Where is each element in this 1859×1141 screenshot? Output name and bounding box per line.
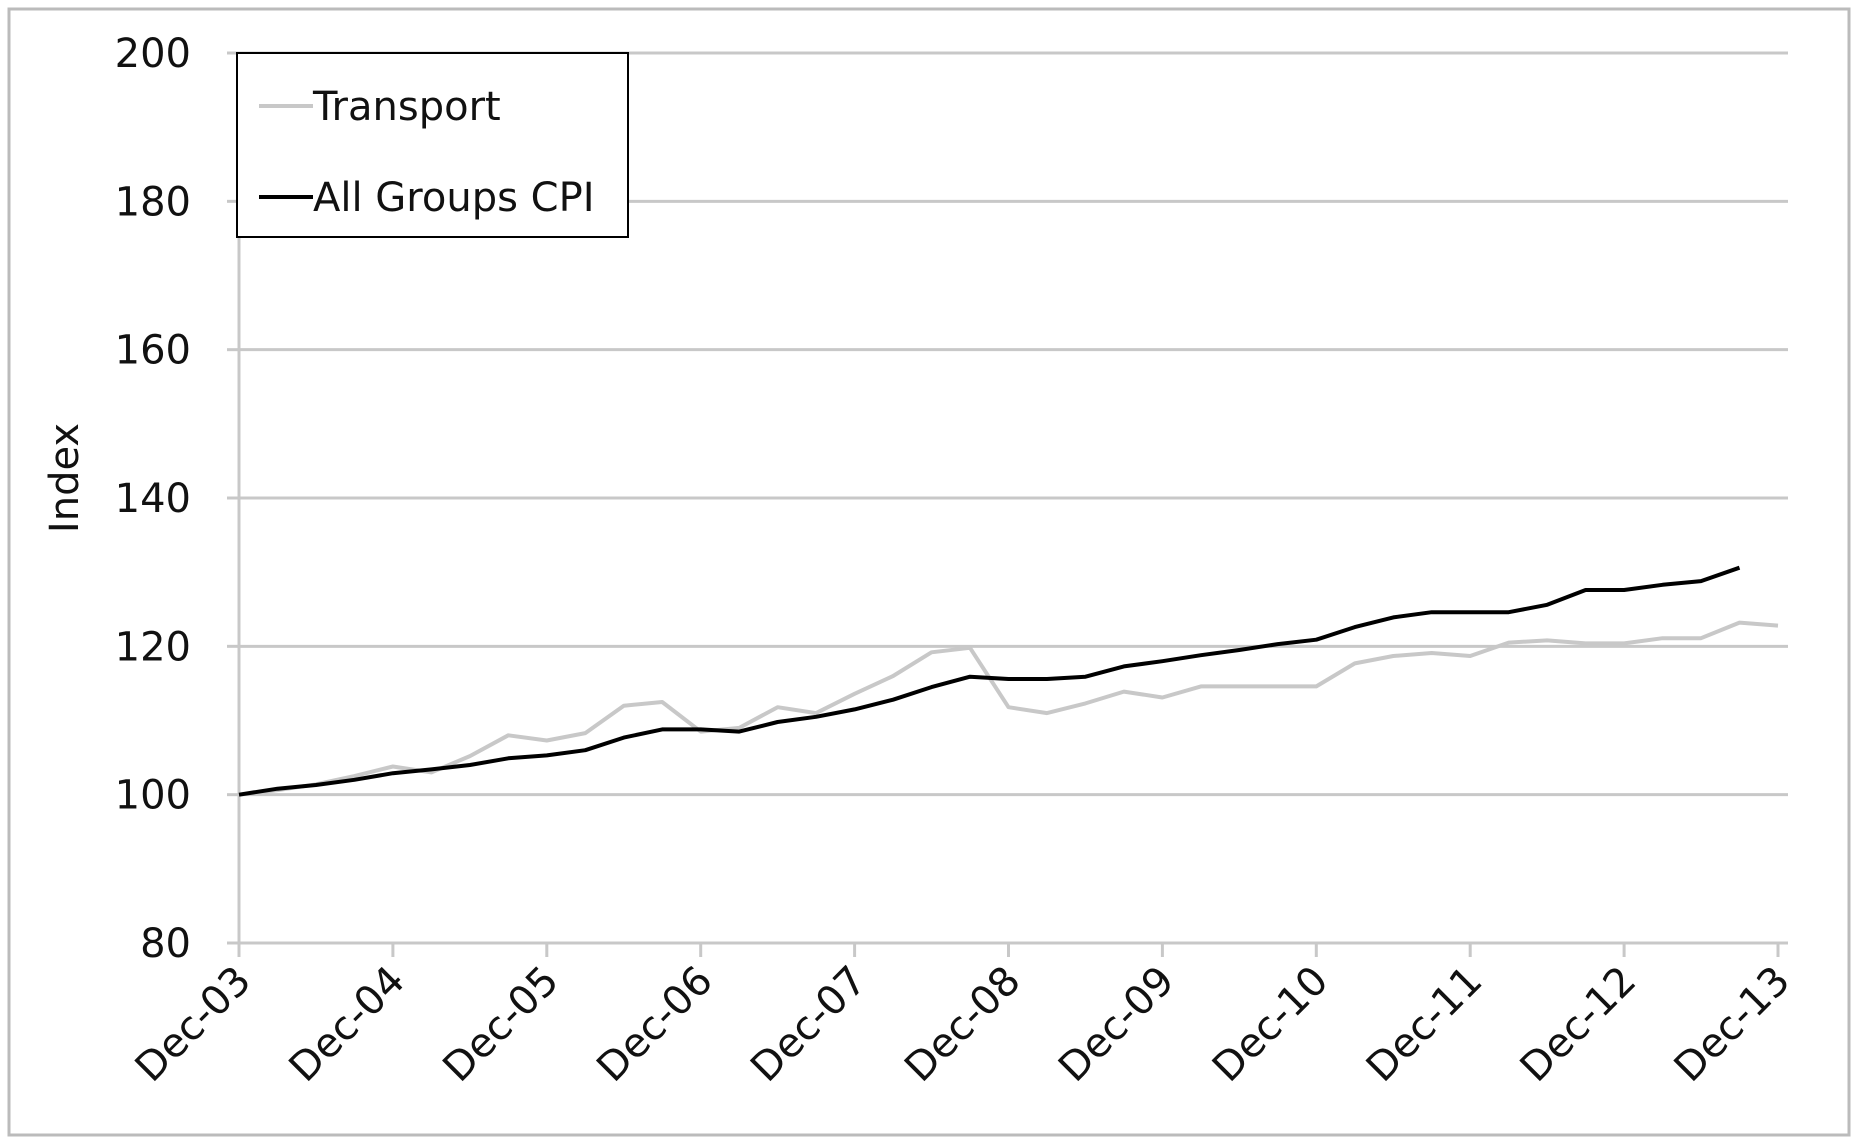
y-tick-label: 120 bbox=[115, 624, 191, 670]
y-tick-label: 100 bbox=[115, 773, 191, 819]
y-tick-label: 140 bbox=[115, 476, 191, 522]
legend-box bbox=[236, 52, 629, 238]
y-axis-label: Index bbox=[42, 423, 88, 533]
y-tick-label: 80 bbox=[140, 921, 191, 967]
y-tick-label: 200 bbox=[115, 31, 191, 77]
y-tick-label: 160 bbox=[115, 328, 191, 374]
series-line bbox=[238, 620, 1779, 797]
y-tick-label: 180 bbox=[115, 179, 191, 225]
legend-label: All Groups CPI bbox=[313, 175, 594, 221]
series-line bbox=[238, 565, 1741, 797]
legend-label: Transport bbox=[312, 84, 501, 130]
